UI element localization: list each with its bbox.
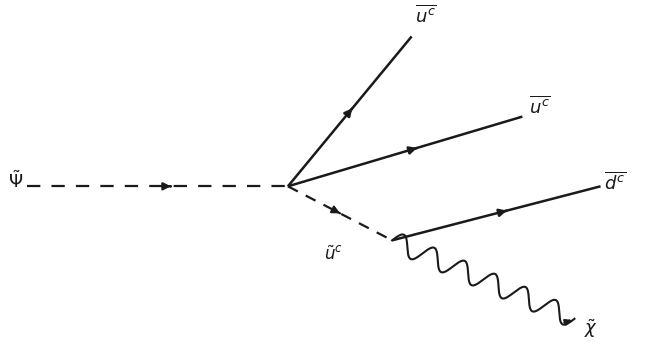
Text: $\overline{d^c}$: $\overline{d^c}$ xyxy=(604,172,626,194)
Text: $\tilde{\chi}$: $\tilde{\chi}$ xyxy=(584,318,598,341)
Text: $\overline{u^c}$: $\overline{u^c}$ xyxy=(415,4,437,26)
Text: $\tilde{u}^c$: $\tilde{u}^c$ xyxy=(324,245,343,264)
Text: $\tilde{\Psi}$: $\tilde{\Psi}$ xyxy=(8,171,23,192)
Text: $\overline{u^c}$: $\overline{u^c}$ xyxy=(529,95,551,117)
